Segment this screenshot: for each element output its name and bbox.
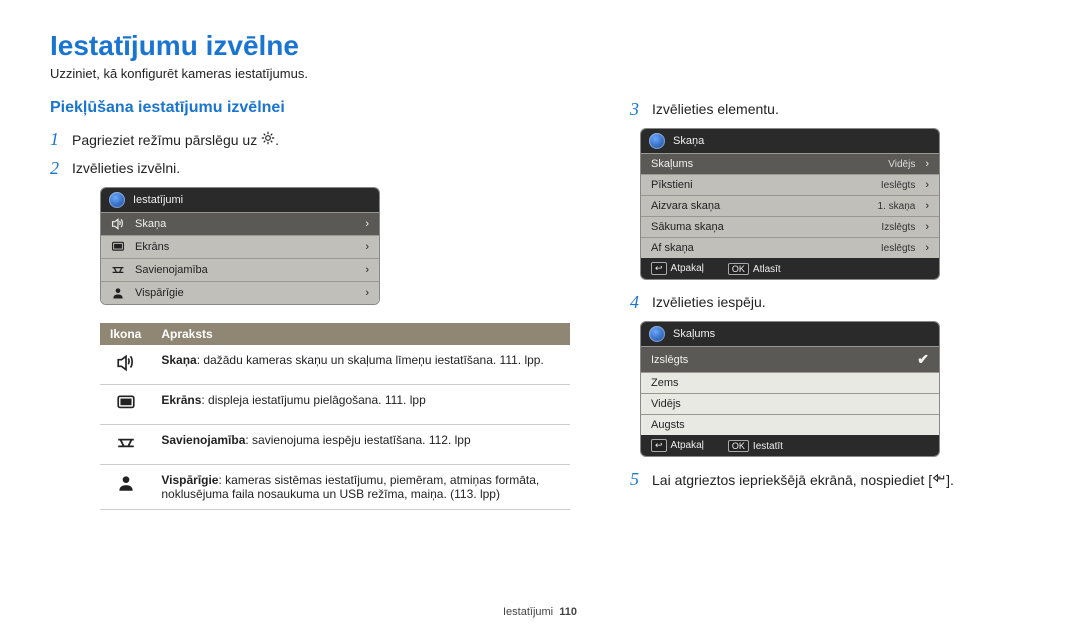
volume-panel: Skaļums Izslēgts ✔ Zems Vidējs Augsts ↩A… [640,321,940,457]
back-key-icon: ↩ [651,262,667,275]
back-key-icon: ↩ [651,439,667,452]
table-header-icon: Ikona [100,323,151,345]
step-1-tail: . [275,132,279,148]
step-number: 2 [50,158,72,179]
screen-icon [111,240,125,254]
chevron-right-icon: › [925,158,929,170]
step-1-text: Pagrieziet režīmu pārslēgu uz [72,132,261,148]
screen-icon [116,402,136,416]
volume-row-high[interactable]: Augsts [641,414,939,435]
user-icon [116,482,136,496]
selector-icon [109,192,125,208]
check-icon: ✔ [917,351,929,368]
user-icon [111,286,125,300]
step-4-text: Izvēlieties iespēju. [652,292,766,310]
ok-key-icon: OK [728,440,749,452]
sound-icon [111,217,125,231]
page-footer: Iestatījumi 110 [0,606,1080,618]
chevron-right-icon: › [925,179,929,191]
volume-row-low[interactable]: Zems [641,372,939,393]
page-title: Iestatījumu izvēlne [50,30,1030,62]
menu-row-connectivity[interactable]: Savienojamība › [101,258,379,281]
page-subtitle: Uzziniet, kā konfigurēt kameras iestatīj… [50,66,1030,81]
table-header-desc: Apraksts [151,323,570,345]
connectivity-icon [111,263,125,277]
sound-icon [116,362,136,376]
table-row: Ekrāns: displeja iestatījumu pielāgošana… [100,385,570,425]
step-number: 4 [630,292,652,313]
chevron-right-icon: › [365,287,369,299]
sound-panel: Skaņa Skaļums Vidējs › Pīkstieni Ieslēgt… [640,128,940,280]
selector-icon [649,326,665,342]
chevron-right-icon: › [365,218,369,230]
sound-row-volume[interactable]: Skaļums Vidējs › [641,153,939,174]
gear-icon [261,131,275,145]
table-row: Savienojamība: savienojuma iespēju iesta… [100,425,570,465]
volume-row-off[interactable]: Izslēgts ✔ [641,346,939,372]
chevron-right-icon: › [365,241,369,253]
description-table: Ikona Apraksts Skaņa: dažādu kameras ska… [100,323,570,510]
sound-row-shutter[interactable]: Aizvara skaņa 1. skaņa › [641,195,939,216]
menu-row-general[interactable]: Vispārīgie › [101,281,379,304]
selector-icon [649,133,665,149]
section-title: Piekļūšana iestatījumu izvēlnei [50,99,570,117]
panel-footer: ↩Atpakaļ OKAtlasīt [641,258,939,279]
connectivity-icon [116,442,136,456]
step-3-text: Izvēlieties elementu. [652,99,779,117]
menu-row-sound[interactable]: Skaņa › [101,212,379,235]
ok-key-icon: OK [728,263,749,275]
step-1: 1 Pagrieziet režīmu pārslēgu uz . [50,129,570,150]
step-5-text-pre: Lai atgrieztos iepriekšējā ekrānā, nospi… [652,472,932,488]
step-2-text: Izvēlieties izvēlni. [72,158,180,176]
sound-row-startup[interactable]: Sākuma skaņa Izslēgts › [641,216,939,237]
chevron-right-icon: › [925,221,929,233]
volume-row-medium[interactable]: Vidējs [641,393,939,414]
settings-panel: Iestatījumi Skaņa › Ekrāns › Savienojamī… [100,187,380,305]
step-number: 1 [50,129,72,150]
back-icon [932,471,946,485]
step-number: 3 [630,99,652,120]
panel-header: Iestatījumi [101,188,379,212]
panel-footer: ↩Atpakaļ OKIestatīt [641,435,939,456]
step-2: 2 Izvēlieties izvēlni. [50,158,570,179]
step-3: 3 Izvēlieties elementu. [630,99,1030,120]
sound-row-beeps[interactable]: Pīkstieni Ieslēgts › [641,174,939,195]
table-row: Skaņa: dažādu kameras skaņu un skaļuma l… [100,345,570,385]
chevron-right-icon: › [925,200,929,212]
step-number: 5 [630,469,652,490]
table-row: Vispārīgie: kameras sistēmas iestatījumu… [100,465,570,510]
panel-header: Skaņa [641,129,939,153]
step-5: 5 Lai atgrieztos iepriekšējā ekrānā, nos… [630,469,1030,490]
panel-header-label: Iestatījumi [133,194,183,206]
chevron-right-icon: › [925,242,929,254]
menu-row-screen[interactable]: Ekrāns › [101,235,379,258]
sound-row-af[interactable]: Af skaņa Ieslēgts › [641,237,939,258]
panel-header: Skaļums [641,322,939,346]
chevron-right-icon: › [365,264,369,276]
step-5-text-post: ]. [946,472,954,488]
step-4: 4 Izvēlieties iespēju. [630,292,1030,313]
